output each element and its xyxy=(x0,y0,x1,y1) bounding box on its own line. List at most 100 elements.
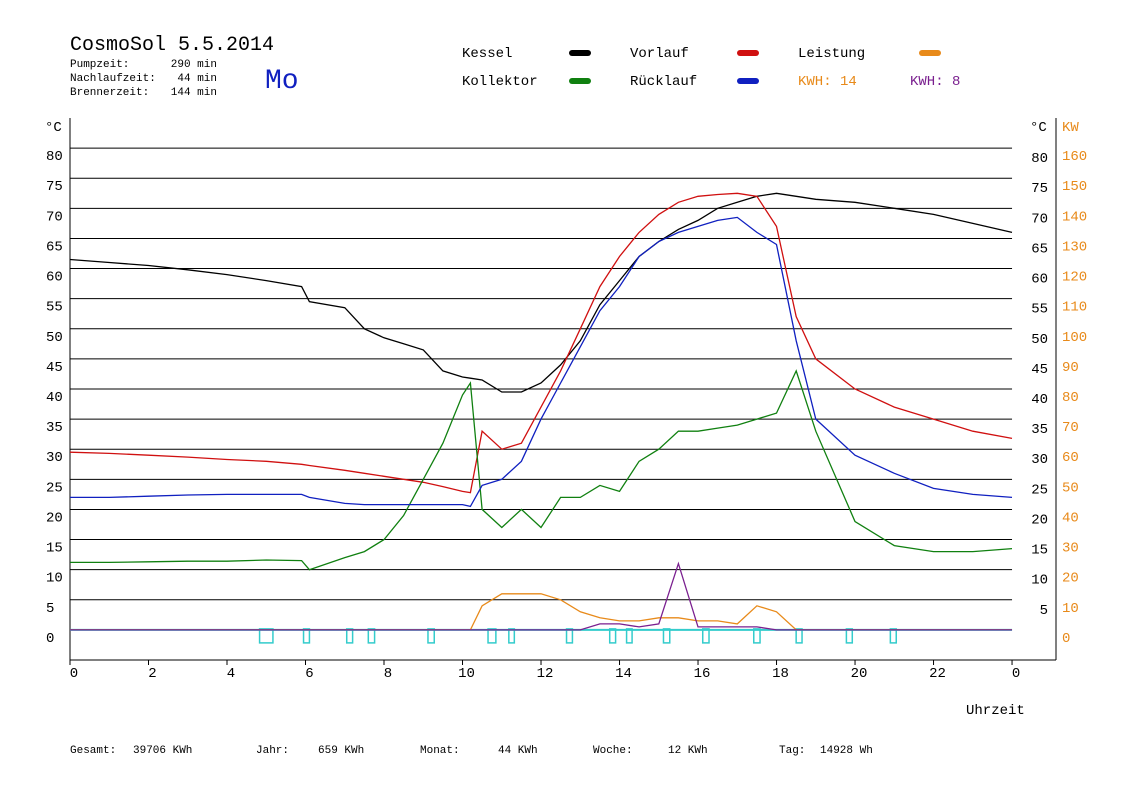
x-tick-label: 10 xyxy=(458,666,475,682)
pump-interval xyxy=(565,628,574,644)
series-line xyxy=(70,593,1012,631)
y2-tick-label: 130 xyxy=(1062,239,1087,255)
y-tick-label: 55 xyxy=(46,300,63,316)
series-line xyxy=(69,192,1013,393)
y2-tick-label: 40 xyxy=(1062,510,1079,526)
title: CosmoSol 5.5.2014 xyxy=(70,34,274,57)
y-right-tick-label: 45 xyxy=(1031,362,1048,378)
y-tick-label: 10 xyxy=(46,571,63,587)
y-right-tick-label: 5 xyxy=(1040,603,1048,619)
x-tick-label: 12 xyxy=(537,666,554,682)
y2-tick-label: 80 xyxy=(1062,390,1079,406)
x-tick-label: 14 xyxy=(615,666,632,682)
pump-interval xyxy=(427,628,436,644)
y2-tick-label: 90 xyxy=(1062,360,1079,376)
pump-interval xyxy=(625,628,633,644)
legend-label: Kollektor xyxy=(462,74,538,90)
footer-value: 39706 KWh xyxy=(133,745,192,757)
y2-tick-label: 160 xyxy=(1062,149,1087,165)
y2-tick-label: 100 xyxy=(1062,330,1087,346)
y-tick-label: 35 xyxy=(46,420,63,436)
y-tick-label: 40 xyxy=(46,390,63,406)
legend-label: Leistung xyxy=(798,46,865,62)
y-axis-label: °C xyxy=(45,120,62,136)
legend-label: Rücklauf xyxy=(630,74,697,90)
y-right-tick-label: 40 xyxy=(1031,392,1048,408)
x-tick-label: 2 xyxy=(148,666,156,682)
y-right-tick-label: 10 xyxy=(1031,573,1048,589)
y-right-tick-label: 65 xyxy=(1031,241,1048,257)
y-right-tick-label: 60 xyxy=(1031,272,1048,288)
y2-tick-label: 140 xyxy=(1062,209,1087,225)
pump-interval xyxy=(845,628,854,644)
y-tick-label: 75 xyxy=(46,179,63,195)
y2-tick-label: 110 xyxy=(1062,300,1087,316)
stat-value: 290 min xyxy=(171,59,217,71)
y-tick-label: 65 xyxy=(46,239,63,255)
y2-tick-label: 30 xyxy=(1062,541,1079,557)
pump-interval xyxy=(795,628,803,644)
y-right-tick-label: 50 xyxy=(1031,332,1048,348)
legend-label: KWH: 8 xyxy=(910,74,960,90)
pump-interval xyxy=(662,628,671,644)
y2-tick-label: 20 xyxy=(1062,571,1079,587)
pump-interval xyxy=(701,628,710,644)
y2-tick-label: 50 xyxy=(1062,480,1079,496)
stat-value: 44 min xyxy=(177,73,217,85)
x-tick-label: 16 xyxy=(694,666,711,682)
pump-interval xyxy=(889,628,897,644)
legend-label: Vorlauf xyxy=(630,46,689,62)
footer-value: 44 KWh xyxy=(498,745,538,757)
pump-interval xyxy=(753,628,761,644)
y2-tick-label: 120 xyxy=(1062,270,1087,286)
x-tick-label: 4 xyxy=(227,666,235,682)
y-tick-label: 15 xyxy=(46,541,63,557)
footer-label: Gesamt: xyxy=(70,745,116,757)
y-tick-label: 25 xyxy=(46,480,63,496)
series-line xyxy=(69,192,1013,494)
y-right-tick-label: 20 xyxy=(1031,512,1048,528)
y-tick-label: 30 xyxy=(46,450,63,466)
footer-label: Tag: xyxy=(779,745,805,757)
x-tick-label: 20 xyxy=(851,666,868,682)
footer-value: 14928 Wh xyxy=(820,745,873,757)
y2-axis-label: KW xyxy=(1062,120,1079,136)
stat-label: Nachlaufzeit: xyxy=(70,73,156,85)
pump-interval xyxy=(608,628,617,644)
x-axis-label: Uhrzeit xyxy=(966,703,1025,719)
y2-tick-label: 70 xyxy=(1062,420,1079,436)
y-right-axis-label: °C xyxy=(1030,120,1047,136)
x-tick-label: 0 xyxy=(70,666,78,682)
y-right-tick-label: 35 xyxy=(1031,422,1048,438)
footer-label: Woche: xyxy=(593,745,633,757)
series-line xyxy=(70,216,1013,508)
x-tick-label: 6 xyxy=(305,666,313,682)
y-tick-label: 5 xyxy=(46,601,54,617)
y2-tick-label: 10 xyxy=(1062,601,1079,617)
footer-value: 12 KWh xyxy=(668,745,708,757)
stat-label: Brennerzeit: xyxy=(70,87,149,99)
pump-interval xyxy=(345,628,354,644)
x-tick-label: 0 xyxy=(1012,666,1020,682)
y-right-tick-label: 25 xyxy=(1031,482,1048,498)
y-tick-label: 70 xyxy=(46,209,63,225)
x-tick-label: 22 xyxy=(929,666,946,682)
y-tick-label: 45 xyxy=(46,360,63,376)
pump-interval xyxy=(487,628,497,644)
x-tick-label: 8 xyxy=(384,666,392,682)
y2-tick-label: 60 xyxy=(1062,450,1079,466)
y-tick-label: 80 xyxy=(46,149,63,165)
y-tick-label: 50 xyxy=(46,330,63,346)
y-right-tick-label: 80 xyxy=(1031,151,1048,167)
y-right-tick-label: 30 xyxy=(1031,452,1048,468)
x-tick-label: 18 xyxy=(772,666,789,682)
legend-label: KWH: 14 xyxy=(798,74,857,90)
series-line xyxy=(70,561,1012,631)
stat-label: Pumpzeit: xyxy=(70,59,129,71)
pump-interval xyxy=(508,628,516,644)
y2-tick-label: 150 xyxy=(1062,179,1087,195)
footer-value: 659 KWh xyxy=(318,745,364,757)
y-tick-label: 20 xyxy=(46,510,63,526)
footer-label: Monat: xyxy=(420,745,460,757)
